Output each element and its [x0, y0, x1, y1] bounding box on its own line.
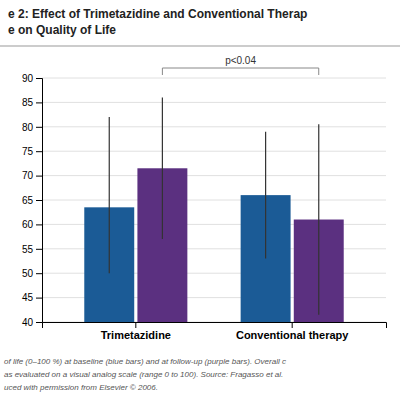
tick-label: 85: [22, 97, 34, 108]
tick: Trimetazidine: [101, 322, 171, 341]
error-bar: [265, 132, 266, 259]
tick: 55: [22, 244, 42, 255]
tick-mark: [36, 322, 42, 323]
tick: Conventional therapy: [236, 322, 349, 341]
grid-line: [42, 78, 386, 79]
grid-line: [42, 175, 386, 176]
tick: 85: [22, 97, 42, 108]
tick-label: 80: [22, 122, 34, 133]
series: [84, 117, 290, 322]
tick-label: Trimetazidine: [101, 329, 171, 341]
grid-line: [42, 200, 386, 201]
tick-label: 50: [22, 268, 34, 279]
tick-mark: [36, 224, 42, 225]
caption: of life (0–100 %) at baseline (blue bars…: [4, 357, 286, 366]
tick: 50: [22, 268, 42, 279]
tick-label: 65: [22, 195, 34, 206]
caption: as evaluated on a visual analog scale (r…: [4, 370, 283, 379]
tick: 60: [22, 219, 42, 230]
tick-mark: [135, 322, 136, 328]
y-axis: 40 45 50 55 60 65 70 75 80 85 90: [22, 73, 43, 328]
x-axis: Trimetazidine Conventional therapy: [43, 322, 387, 341]
tick-mark: [36, 200, 42, 201]
tick-mark: [36, 273, 42, 274]
axis-line: [36, 79, 43, 323]
title-rule: [0, 46, 400, 47]
tick: 75: [22, 146, 42, 157]
significance-bracket: p<0.04: [162, 55, 318, 75]
caption: uced with permission from Elsevier © 200…: [4, 383, 158, 392]
chart: e 2: Effect of Trimetazidine and Convent…: [0, 0, 400, 400]
tick: 70: [22, 170, 42, 181]
error-bar: [318, 124, 319, 314]
grid-line: [42, 126, 386, 127]
tick-mark: [36, 151, 42, 152]
grid-line: [42, 102, 386, 103]
tick-mark: [36, 249, 42, 250]
title: e on Quality of Life: [8, 23, 116, 37]
tick-label: 75: [22, 146, 34, 157]
tick-label: 60: [22, 219, 34, 230]
tick-label: 70: [22, 170, 34, 181]
tick-label: 40: [22, 317, 34, 328]
annotation: p<0.04: [225, 55, 256, 66]
tick-label: Conventional therapy: [236, 329, 349, 341]
tick-mark: [36, 78, 42, 79]
tick-mark: [36, 127, 42, 128]
tick-label: 45: [22, 292, 34, 303]
plot: 40 45 50 55 60 65 70 75 80 85 90 Trimetazidine Conve…: [22, 55, 387, 400]
tick-mark: [36, 102, 42, 103]
tick-mark: [36, 298, 42, 299]
tick: 90: [22, 73, 42, 84]
tick: 80: [22, 122, 42, 133]
tick: 45: [22, 292, 42, 303]
tick-mark: [36, 176, 42, 177]
title: e 2: Effect of Trimetazidine and Convent…: [8, 7, 307, 21]
tick-label: 90: [22, 73, 34, 84]
axis-line: [43, 323, 387, 329]
error-bar: [109, 117, 110, 273]
tick: 65: [22, 195, 42, 206]
error-bar: [162, 98, 163, 240]
series: [137, 98, 343, 322]
grid-line: [42, 151, 386, 152]
marks: [84, 98, 343, 322]
tick-mark: [292, 322, 293, 328]
tick-label: 55: [22, 244, 34, 255]
bracket-line: [162, 68, 318, 75]
tick: 40: [22, 317, 42, 328]
